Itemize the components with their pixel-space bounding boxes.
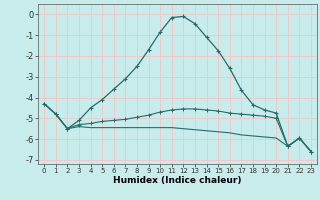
- X-axis label: Humidex (Indice chaleur): Humidex (Indice chaleur): [113, 176, 242, 185]
